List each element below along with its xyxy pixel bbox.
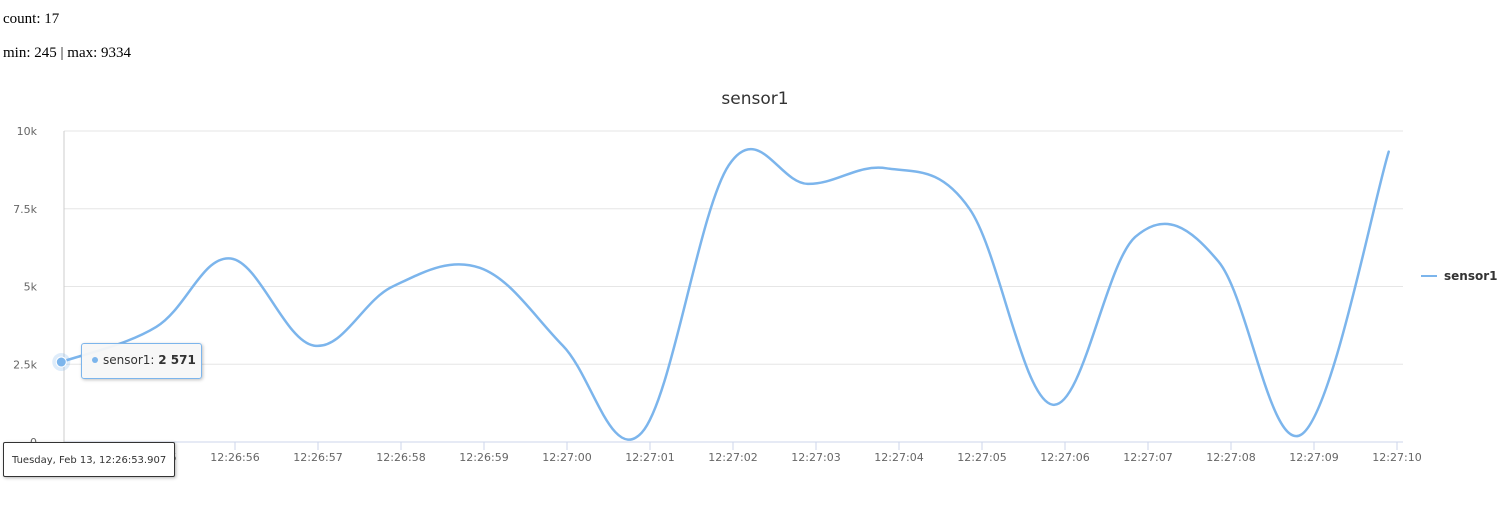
y-tick-label: 10k xyxy=(17,125,38,138)
min-label: min: xyxy=(3,45,31,61)
count-label: count: xyxy=(3,11,41,27)
x-tick-label: 12:27:06 xyxy=(1040,451,1089,464)
legend-item-sensor1[interactable]: sensor1 xyxy=(1444,269,1497,283)
max-label: max: xyxy=(67,45,98,61)
tooltip: sensor1: 2 571 xyxy=(81,343,202,379)
max-value: 9334 xyxy=(101,45,132,61)
y-tick-label: 7.5k xyxy=(13,203,37,216)
y-tick-label: 2.5k xyxy=(13,358,37,371)
x-tick-label: 12:27:09 xyxy=(1289,451,1338,464)
data-point[interactable] xyxy=(55,356,67,368)
x-tick-label: 12:27:10 xyxy=(1372,451,1421,464)
min-max-stat: min: 245 | max: 9334 xyxy=(3,45,131,62)
count-stat: count: 17 xyxy=(3,11,59,28)
legend[interactable]: sensor1 xyxy=(1421,269,1497,283)
tooltip-series-dot xyxy=(92,357,98,363)
x-tick-label: 12:27:01 xyxy=(625,451,674,464)
x-tick-label: 12:26:59 xyxy=(459,451,508,464)
crosshair-time-label: Tuesday, Feb 13, 12:26:53.907 xyxy=(3,442,175,477)
x-tick-label: 12:27:07 xyxy=(1123,451,1172,464)
chart-title: sensor1 xyxy=(721,89,788,109)
x-tick-label: 12:27:00 xyxy=(542,451,591,464)
x-tick-label: 12:27:04 xyxy=(874,451,923,464)
tooltip-series-label: sensor1: xyxy=(103,353,155,367)
stat-separator: | xyxy=(60,45,64,61)
x-tick-label: 12:26:56 xyxy=(210,451,259,464)
x-tick-label: 12:27:02 xyxy=(708,451,757,464)
x-tick-label: 12:26:57 xyxy=(293,451,342,464)
series-sensor1[interactable] xyxy=(52,148,1390,441)
tooltip-value: 2 571 xyxy=(158,353,196,367)
grid-lines xyxy=(64,130,1403,443)
min-value: 245 xyxy=(34,45,57,61)
y-tick-label: 5k xyxy=(24,281,38,294)
count-value: 17 xyxy=(44,11,60,27)
series-line-sensor1[interactable] xyxy=(60,148,1390,441)
x-axis: 12:26:5512:26:5612:26:5712:26:5812:26:59… xyxy=(64,441,1422,464)
x-tick-label: 12:27:03 xyxy=(791,451,840,464)
x-tick-label: 12:26:58 xyxy=(376,451,425,464)
x-tick-label: 12:27:08 xyxy=(1206,451,1255,464)
x-tick-label: 12:27:05 xyxy=(957,451,1006,464)
